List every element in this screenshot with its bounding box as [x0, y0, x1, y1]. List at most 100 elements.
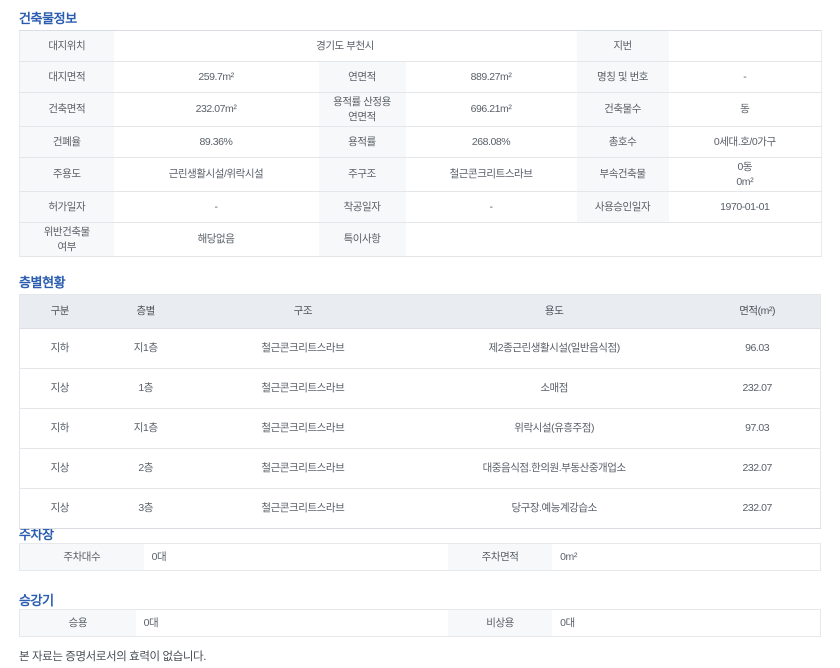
row-label-busokgeonchukmul: 부속건축물: [576, 157, 669, 192]
table-row: 허가일자 - 착공일자 - 사용승인일자 1970-01-01: [19, 191, 822, 223]
row-value-wibangeonchukmul: 해당없음: [113, 222, 319, 257]
cell-cheungbyeol: 지1층: [99, 408, 192, 449]
row-label-jucha-daesu: 주차대수: [19, 543, 144, 571]
row-value-jugujo: 철근콘크리트스라브: [405, 157, 577, 192]
row-value-yongjeokryul: 268.08%: [405, 126, 577, 158]
cell-gubun: 지상: [19, 368, 100, 409]
row-label-yongjeokryul: 용적률: [318, 126, 406, 158]
row-label-yongjeokryul-sanjeong: 용적률 산정용 연면적: [318, 92, 406, 127]
table-row: 위반건축물 여부 해당없음 특이사항: [19, 222, 822, 257]
disclaimer-note: 본 자료는 증명서로서의 효력이 없습니다.: [19, 651, 207, 663]
table-row: 승용 0대 비상용 0대: [19, 609, 821, 637]
row-label-jucha-myeonjeok: 주차면적: [448, 543, 553, 571]
row-label-chonghosu: 총호수: [576, 126, 669, 158]
table-row: 건축면적 232.07m² 용적률 산정용 연면적 696.21m² 건축물수 …: [19, 92, 822, 127]
col-header-gujo: 구조: [191, 294, 414, 329]
cell-gujo: 철근콘크리트스라브: [191, 328, 414, 369]
table-row: 지상 3층 철근콘크리트스라브 당구장.예능계강습소 232.07: [20, 489, 821, 529]
row-value-heogailja: -: [113, 191, 319, 223]
row-label-wibangeonchukmul: 위반건축물 여부: [19, 222, 114, 257]
row-value-teuisasang: [405, 222, 822, 257]
cell-yongdo: 당구장.예능계강습소: [511, 502, 597, 515]
row-value-jucha-myeonjeok: 0m²: [552, 543, 821, 571]
cell-gujo: 철근콘크리트스라브: [191, 368, 414, 409]
row-label-geonchukmyeonjeok: 건축면적: [19, 92, 114, 127]
col-header-cheungbyeol: 층별: [99, 294, 192, 329]
building-info-table: 대지위치 경기도 부천시 지번 대지면적 259.7m² 연면적 889.27m…: [19, 30, 823, 257]
section-title-parking: 주차장: [19, 527, 54, 542]
cell-cheungbyeol: 2층: [99, 448, 192, 489]
cell-yongdo: 위락시설(유흥주점): [413, 408, 695, 449]
row-value-jibeon: [668, 30, 822, 62]
row-value-yeonmyeonjeok: 889.27m²: [405, 61, 577, 93]
row-label-jibeon: 지번: [576, 30, 669, 62]
row-label-heogailja: 허가일자: [19, 191, 114, 223]
table-row: 건폐율 89.36% 용적률 268.08% 총호수 0세대.호/0가구: [19, 126, 822, 158]
row-label-juyongdo: 주용도: [19, 157, 114, 192]
table-row: 대지면적 259.7m² 연면적 889.27m² 명칭 및 번호 -: [19, 61, 822, 93]
row-value-bisangyong: 0대: [552, 609, 821, 637]
table-row: 대지위치 경기도 부천시 지번: [19, 30, 822, 62]
table-header-row: 구분 층별 구조 용도 면적(m²): [19, 294, 821, 329]
row-value-myeongching: -: [668, 61, 822, 93]
table-row: 지하 지1층 철근콘크리트스라브 제2종근린생활시설(일반음식점) 96.03: [19, 328, 821, 369]
row-label-chakgongilja: 착공일자: [318, 191, 406, 223]
cell-cheungbyeol: 3층: [138, 502, 153, 515]
cell-gubun: 지상: [50, 502, 70, 515]
row-value-seungyong: 0대: [135, 609, 449, 637]
row-value-busokgeonchukmul: 0동 0m²: [668, 157, 822, 192]
row-value-chakgongilja: -: [405, 191, 577, 223]
row-label-daejimyeonjeok: 대지면적: [19, 61, 114, 93]
cell-gujo: 철근콘크리트스라브: [191, 408, 414, 449]
row-value-daejiwichi: 경기도 부천시: [113, 30, 577, 62]
cell-myeonjeok: 232.07: [742, 502, 772, 515]
cell-gubun: 지하: [19, 408, 100, 449]
floor-status-table: 구분 층별 구조 용도 면적(m²) 지하 지1층 철근콘크리트스라브 제2종근…: [19, 294, 821, 529]
table-row: 지상 1층 철근콘크리트스라브 소매점 232.07: [19, 368, 821, 409]
row-value-daejimyeonjeok: 259.7m²: [113, 61, 319, 93]
col-header-yongdo: 용도: [413, 294, 695, 329]
cell-cheungbyeol: 지1층: [99, 328, 192, 369]
row-label-daejiwichi: 대지위치: [19, 30, 114, 62]
row-label-jugujo: 주구조: [318, 157, 406, 192]
elevator-table: 승용 0대 비상용 0대: [19, 609, 821, 637]
cell-cheungbyeol: 1층: [99, 368, 192, 409]
row-value-geonchukmyeonjeok: 232.07m²: [113, 92, 319, 127]
row-value-chonghosu: 0세대.호/0가구: [668, 126, 822, 158]
row-label-myeongching: 명칭 및 번호: [576, 61, 669, 93]
table-row: 지상 2층 철근콘크리트스라브 대중음식점.한의원.부동산중개업소 232.07: [19, 448, 821, 489]
cell-gujo: 철근콘크리트스라브: [191, 448, 414, 489]
row-value-geonchukmulsu: 동: [668, 92, 822, 127]
table-row: 주용도 근린생활시설/위락시설 주구조 철근콘크리트스라브 부속건축물 0동 0…: [19, 157, 822, 192]
section-title-floors: 층별현황: [19, 275, 66, 290]
row-label-bisangyong: 비상용: [448, 609, 553, 637]
cell-yongdo: 제2종근린생활시설(일반음식점): [413, 328, 695, 369]
row-value-juyongdo: 근린생활시설/위락시설: [113, 157, 319, 192]
row-label-seungyong: 승용: [19, 609, 136, 637]
table-row: 주차대수 0대 주차면적 0m²: [19, 543, 821, 571]
cell-yongdo: 소매점: [413, 368, 695, 409]
cell-myeonjeok: 232.07: [694, 368, 821, 409]
col-header-gubun: 구분: [19, 294, 100, 329]
row-value-jucha-daesu: 0대: [143, 543, 449, 571]
row-label-teuisasang: 특이사항: [318, 222, 406, 257]
cell-gujo: 철근콘크리트스라브: [261, 502, 345, 515]
section-title-building: 건축물정보: [19, 11, 77, 26]
cell-yongdo: 대중음식점.한의원.부동산중개업소: [413, 448, 695, 489]
row-label-yeonmyeonjeok: 연면적: [318, 61, 406, 93]
row-label-sayongseunginilja: 사용승인일자: [576, 191, 669, 223]
cell-gubun: 지하: [19, 328, 100, 369]
parking-table: 주차대수 0대 주차면적 0m²: [19, 543, 821, 571]
col-header-myeonjeok: 면적(m²): [694, 294, 821, 329]
row-value-geonpyeyul: 89.36%: [113, 126, 319, 158]
cell-myeonjeok: 97.03: [694, 408, 821, 449]
cell-myeonjeok: 232.07: [694, 448, 821, 489]
section-title-elevator: 승강기: [19, 593, 54, 608]
table-row: 지하 지1층 철근콘크리트스라브 위락시설(유흥주점) 97.03: [19, 408, 821, 449]
row-value-yongjeokryul-sanjeong: 696.21m²: [405, 92, 577, 127]
cell-gubun: 지상: [19, 448, 100, 489]
row-value-sayongseunginilja: 1970-01-01: [668, 191, 822, 223]
row-label-geonchukmulsu: 건축물수: [576, 92, 669, 127]
row-label-geonpyeyul: 건폐율: [19, 126, 114, 158]
